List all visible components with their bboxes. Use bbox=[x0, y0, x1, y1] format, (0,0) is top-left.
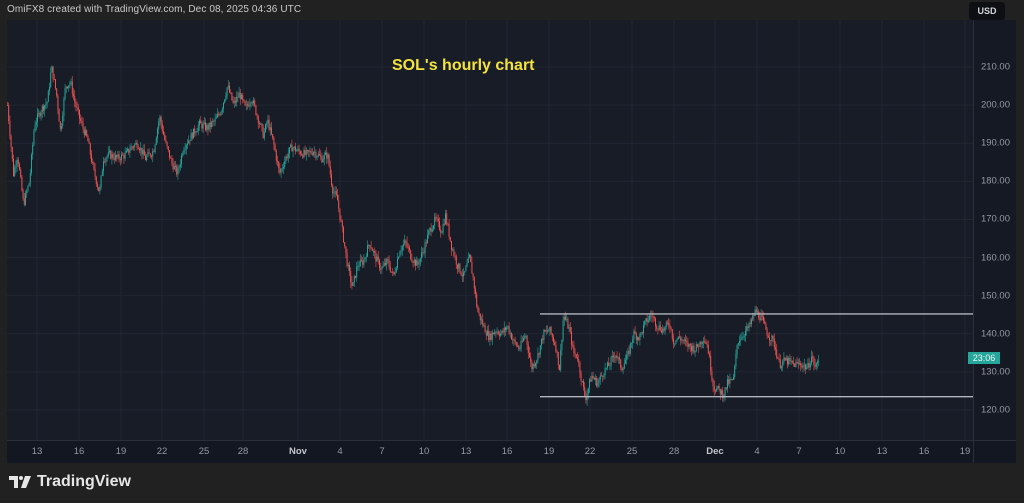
price-plot-area[interactable]: SOL's hourly chart bbox=[7, 20, 973, 440]
chart-credit: OmiFX8 created with TradingView.com, Dec… bbox=[7, 4, 302, 15]
time-tick-label: 7 bbox=[796, 446, 802, 457]
price-tick-label: 150.00 bbox=[980, 290, 1010, 302]
price-tick-label: 200.00 bbox=[980, 99, 1010, 111]
time-tick-label: 19 bbox=[959, 446, 971, 457]
chart-annotation-title: SOL's hourly chart bbox=[392, 57, 535, 74]
time-tick-label: 19 bbox=[543, 446, 555, 457]
price-tick-label: 190.00 bbox=[980, 137, 1010, 149]
time-tick-label: 10 bbox=[834, 446, 846, 457]
tradingview-brand: TradingView bbox=[9, 473, 131, 491]
time-tick-label: 28 bbox=[668, 446, 680, 457]
candlestick-chart bbox=[7, 20, 973, 440]
time-tick-label: 22 bbox=[584, 446, 596, 457]
time-tick-label: Nov bbox=[289, 446, 307, 457]
time-tick-label: 10 bbox=[418, 446, 430, 457]
time-tick-label: 16 bbox=[501, 446, 513, 457]
time-tick-label: 16 bbox=[73, 446, 85, 457]
time-tick-label: 13 bbox=[31, 446, 43, 457]
price-tick-label: 130.00 bbox=[980, 366, 1010, 378]
price-axis[interactable]: 210.00 200.00 190.00 180.00 170.00 160.00 150.… bbox=[973, 20, 1016, 440]
last-price-countdown-label: 23:06 bbox=[968, 351, 1000, 364]
time-tick-label: 7 bbox=[379, 446, 385, 457]
time-tick-label: 4 bbox=[337, 446, 343, 457]
axis-corner bbox=[973, 440, 1016, 463]
price-tick-label: 140.00 bbox=[980, 328, 1010, 340]
chart-container: SOL's hourly chart 210.00 200.00 190.00 180… bbox=[7, 20, 1016, 463]
time-tick-label: 4 bbox=[754, 446, 760, 457]
time-tick-label: 19 bbox=[115, 446, 127, 457]
time-tick-label: 25 bbox=[626, 446, 638, 457]
price-tick-label: 210.00 bbox=[980, 61, 1010, 73]
time-tick-label: 13 bbox=[460, 446, 472, 457]
brand-name: TradingView bbox=[37, 473, 131, 490]
time-tick-label: 16 bbox=[918, 446, 930, 457]
time-tick-label: 25 bbox=[198, 446, 210, 457]
time-tick-label: Dec bbox=[706, 446, 724, 457]
time-tick-label: 28 bbox=[237, 446, 249, 457]
currency-button[interactable]: USD bbox=[969, 2, 1005, 20]
tradingview-logo-icon bbox=[9, 476, 31, 488]
price-tick-label: 160.00 bbox=[980, 252, 1010, 264]
time-tick-label: 22 bbox=[156, 446, 168, 457]
price-tick-label: 120.00 bbox=[980, 404, 1010, 416]
time-axis[interactable]: 13 16 19 22 25 28 Nov 4 7 10 13 16 19 22 25 28 Dec 4 7 10 13… bbox=[7, 440, 973, 463]
price-tick-label: 180.00 bbox=[980, 175, 1010, 187]
time-tick-label: 13 bbox=[876, 446, 888, 457]
price-tick-label: 170.00 bbox=[980, 213, 1010, 225]
